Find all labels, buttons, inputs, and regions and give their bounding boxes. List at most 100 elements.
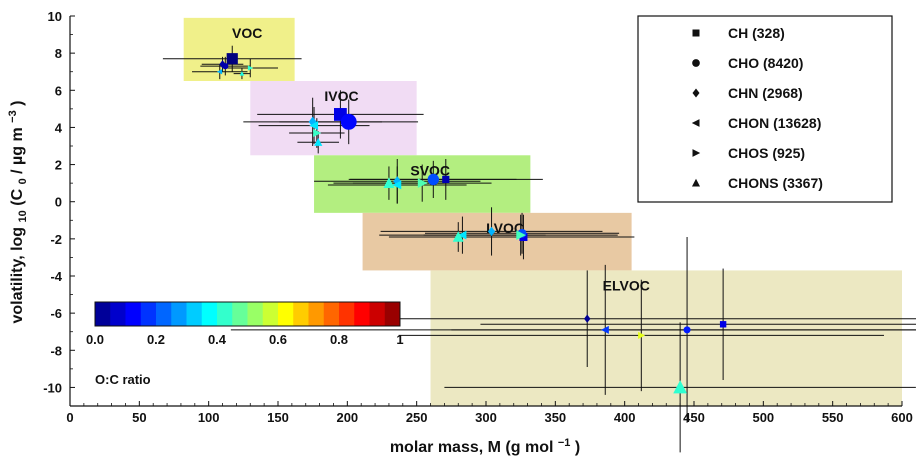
y-axis-title-sub: 10 <box>17 210 29 222</box>
data-point-ivoc-triangle-left <box>309 121 319 130</box>
y-axis-title-main: volatility, log <box>9 227 26 324</box>
y-axis-title-sub2: 0 <box>17 178 29 184</box>
legend-box <box>637 15 893 203</box>
region-label-svoc: SVOC <box>410 162 450 178</box>
data-point-elvoc-square <box>719 321 727 328</box>
colorbar-tick-label: 1 <box>396 332 403 347</box>
data-point-svoc-circle <box>427 173 440 186</box>
y-tick-label: -10 <box>43 380 62 395</box>
colorbar-segment <box>232 302 248 326</box>
colorbar-tick-label: 0.4 <box>208 332 227 347</box>
data-point-svoc-triangle-up <box>383 177 395 188</box>
points-layer <box>216 53 727 394</box>
y-axis-title-unit: / µg m <box>9 127 26 174</box>
y-tick-label: 4 <box>55 120 63 135</box>
colorbar-layer: 0.0 0.2 0.4 0.6 0.8 1 O:C ratio <box>86 301 404 387</box>
colorbar-segment <box>369 302 386 326</box>
legend-marker-triangle-right <box>692 149 701 157</box>
colorbar-segment <box>384 302 401 326</box>
y-tick-label: 0 <box>55 195 62 210</box>
y-tick-label: -2 <box>50 232 62 247</box>
x-axis-title-sup: −1 <box>558 437 571 449</box>
x-tick-label: 100 <box>198 410 220 425</box>
x-tick-label: 550 <box>822 410 844 425</box>
legend-marker-triangle-up <box>691 178 701 187</box>
data-point-voc-triangle-up <box>239 71 245 76</box>
y-tick-label: 8 <box>55 46 62 61</box>
colorbar-tick-label: 0.8 <box>330 332 348 347</box>
data-point-svoc-triangle-left <box>392 180 402 190</box>
x-tick-label: 350 <box>544 410 566 425</box>
colorbar-segment <box>140 302 157 326</box>
colorbar-segment <box>278 302 294 326</box>
legend-marker-diamond <box>692 88 700 98</box>
y-axis-title-sup: −3 <box>7 110 19 123</box>
data-point-elvoc-circle <box>683 326 691 334</box>
axes-layer: 0 50 100 150 200 250 300 350 400 450 500 550 600-10-… <box>43 9 913 425</box>
colorbar-segment <box>308 302 325 326</box>
y-tick-label: 10 <box>48 9 62 24</box>
data-point-voc-triangle-right <box>247 65 254 71</box>
y-tick-label: 2 <box>55 158 62 173</box>
colorbar-segment <box>156 302 172 326</box>
data-point-voc-diamond <box>219 60 226 69</box>
data-point-elvoc-triangle-right <box>638 331 646 339</box>
x-tick-label: 500 <box>752 410 774 425</box>
colorbar-tick-label: 0.6 <box>269 332 287 347</box>
x-tick-label: 0 <box>66 410 73 425</box>
data-point-ivoc-circle <box>340 113 357 130</box>
colorbar-segment <box>201 302 218 326</box>
legend-label: CHO (8420) <box>728 55 803 71</box>
colorbar-segment <box>247 302 264 326</box>
data-point-lvoc-triangle-up <box>452 231 464 242</box>
x-axis-title: molar mass, M (g mol −1 ) <box>390 433 580 456</box>
legend-marker-triangle-left <box>691 119 700 127</box>
region-voc <box>183 17 295 81</box>
data-point-elvoc-triangle-left <box>600 325 609 334</box>
data-point-ivoc-triangle-up <box>314 137 323 146</box>
x-axis-title-tail: ) <box>575 439 580 456</box>
colorbar-segment <box>110 302 126 326</box>
colorbar-segment <box>293 302 309 326</box>
y-tick-label: -6 <box>50 306 62 321</box>
legend-label: CH (328) <box>728 25 785 41</box>
data-point-svoc-square <box>442 175 450 184</box>
y-axis-title: volatility, log 10 (C 0 / µg m −3 ) <box>3 100 30 323</box>
data-point-ivoc-triangle-right <box>313 129 322 137</box>
legend-marker-square <box>692 29 700 37</box>
colorbar-tick-label: 0.0 <box>86 332 104 347</box>
x-tick-label: 50 <box>132 410 146 425</box>
data-point-elvoc-diamond <box>584 314 591 323</box>
x-tick-label: 250 <box>406 410 428 425</box>
x-tick-label: 200 <box>336 410 358 425</box>
colorbar-title: O:C ratio <box>95 372 151 387</box>
colorbar-segment <box>171 302 187 326</box>
region-elvoc <box>430 270 902 406</box>
legend-label: CHOS (925) <box>728 145 805 161</box>
data-point-lvoc-triangle-left <box>457 230 467 240</box>
y-tick-label: -4 <box>50 269 62 284</box>
region-label-ivoc: IVOC <box>324 88 358 104</box>
colorbar-segment <box>217 302 233 326</box>
data-point-elvoc-triangle-up <box>673 380 688 394</box>
x-tick-label: 450 <box>683 410 705 425</box>
data-point-ivoc-diamond <box>308 116 317 128</box>
legend-layer: CH (328) CHO (8420) CHN (2968) CHON (13628)… <box>637 15 893 203</box>
y-tick-label: -8 <box>50 343 62 358</box>
region-label-voc: VOC <box>232 25 262 41</box>
colorbar-segment <box>262 302 279 326</box>
legend-label: CHON (13628) <box>728 115 821 131</box>
data-point-voc-square <box>226 53 238 65</box>
colorbar-tick-label: 0.2 <box>147 332 165 347</box>
legend-marker-circle <box>692 59 700 67</box>
x-axis-title-main: molar mass, M (g mol <box>390 439 554 456</box>
colorbar-segment <box>186 302 203 326</box>
region-ivoc <box>250 81 417 156</box>
region-lvoc <box>362 212 632 271</box>
data-point-lvoc-triangle-right <box>516 230 526 240</box>
colorbar-segment <box>125 302 142 326</box>
x-tick-label: 300 <box>475 410 497 425</box>
data-point-lvoc-diamond <box>487 226 496 237</box>
